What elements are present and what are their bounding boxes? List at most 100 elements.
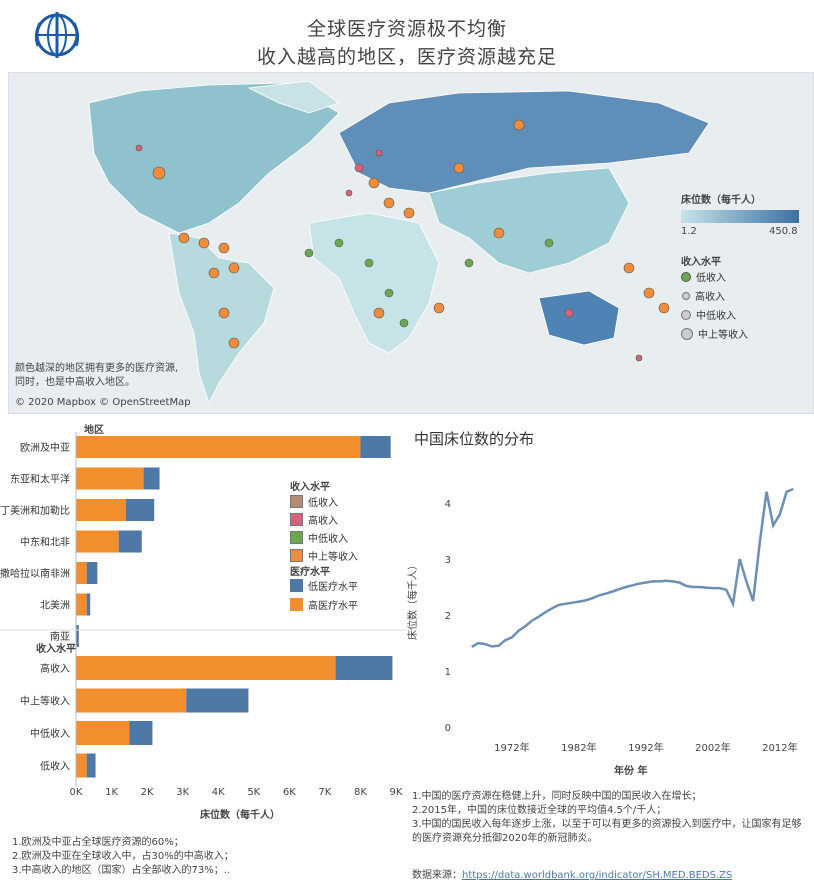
bar-legend-lowmid-income[interactable]: 中低收入 bbox=[290, 530, 358, 545]
europe-russia-region[interactable] bbox=[338, 90, 710, 194]
map-note-line1: 颜色越深的地区拥有更多的医疗资源, bbox=[15, 363, 179, 374]
bar-legend-low-med-label: 低医疗水平 bbox=[308, 582, 358, 593]
map-legend-high[interactable]: 高收入 bbox=[681, 288, 748, 303]
line-y-tick: 0 bbox=[445, 723, 451, 734]
bar-legend-upmid-income-swatch bbox=[290, 549, 303, 562]
africa-region[interactable] bbox=[308, 212, 440, 354]
north-america-region[interactable] bbox=[88, 82, 340, 234]
line-series[interactable] bbox=[471, 487, 794, 648]
bar-legend-high-med[interactable]: 高医疗水平 bbox=[290, 597, 358, 612]
map-attribution[interactable]: © 2020 Mapbox © OpenStreetMap bbox=[15, 397, 191, 408]
bar-segment[interactable] bbox=[125, 499, 155, 521]
bar-legend-medical-title: 医疗水平 bbox=[290, 567, 330, 578]
bar-segment[interactable] bbox=[76, 688, 187, 713]
map-legend-high-dot bbox=[682, 291, 690, 300]
line-x-tick: 2002年 bbox=[695, 741, 730, 754]
bar-legend-income-title: 收入水平 bbox=[290, 482, 330, 493]
line-x-tick: 1982年 bbox=[561, 741, 596, 754]
bar-x-tick: 6K bbox=[283, 787, 296, 798]
source-link[interactable]: https://data.worldbank.org/indicator/SH.… bbox=[462, 870, 733, 881]
bar-segment[interactable] bbox=[76, 753, 87, 778]
notes-right: 1.中国的医疗资源在稳健上升，同时反映中国的国民收入在增长； 2.2015年，中… bbox=[412, 790, 807, 846]
bar-x-tick: 8K bbox=[354, 787, 367, 798]
line-y-axis-title: 床位数（每千人） bbox=[408, 560, 419, 640]
bar-legend-upmid-income-label: 中上等收入 bbox=[308, 552, 358, 563]
world-map-canvas bbox=[88, 80, 710, 405]
bar-segment[interactable] bbox=[86, 562, 98, 584]
bar-legend-high-med-label: 高医疗水平 bbox=[308, 601, 358, 612]
note-right-2: 2.2015年，中国的床位数接近全球的平均值4.5个/千人； bbox=[412, 805, 667, 816]
bar-category-label: 低收入 bbox=[40, 760, 70, 773]
bar-x-tick: 2K bbox=[141, 787, 154, 798]
bar-legend-low-med-swatch bbox=[290, 579, 303, 592]
line-y-tick: 3 bbox=[445, 555, 451, 566]
map-color-ramp bbox=[681, 210, 799, 223]
bar-legend-lowmid-income-label: 中低收入 bbox=[308, 534, 348, 545]
note-right-3: 3.中国的国民收入每年逐步上涨，以至于可以有更多的资源投入到医疗中，让国家有足够… bbox=[412, 819, 802, 844]
line-y-tick: 1 bbox=[445, 667, 451, 678]
bar-category-label: 中低收入 bbox=[30, 727, 70, 740]
bar-segment[interactable] bbox=[143, 467, 160, 490]
australia-region[interactable] bbox=[538, 290, 620, 346]
bar-x-tick: 5K bbox=[247, 787, 260, 798]
map-legend-title: 床位数（每千人） bbox=[681, 195, 761, 206]
line-chart-title: 中国床位数的分布 bbox=[414, 430, 535, 448]
bar-legend-low-income-label: 低收入 bbox=[308, 498, 338, 509]
bar-segment[interactable] bbox=[360, 436, 391, 458]
notes-left: 1.欧洲及中亚占全球医疗资源的60%； 2.欧洲及中亚在全球收入中，占30%的中… bbox=[12, 836, 234, 878]
map-legend-low[interactable]: 低收入 bbox=[681, 269, 748, 284]
note-left-3: 3.中高收入的地区（国家）占全部收入的73%；.. bbox=[12, 865, 231, 876]
bar-category-label: 欧洲及中亚 bbox=[20, 441, 70, 454]
bar-segment[interactable] bbox=[76, 562, 87, 584]
bar-x-tick: 9K bbox=[390, 787, 403, 798]
bar-segment[interactable] bbox=[76, 530, 119, 553]
income-header: 收入水平 bbox=[36, 644, 76, 655]
bar-segment[interactable] bbox=[76, 721, 130, 745]
line-y-tick: 4 bbox=[445, 499, 451, 510]
map-legend-lowmid-dot bbox=[681, 309, 691, 320]
bar-segment[interactable] bbox=[76, 625, 79, 647]
page-title-line1: 全球医疗资源极不均衡 bbox=[306, 18, 507, 40]
bar-category-label: 拉丁美洲和加勒比 bbox=[0, 504, 70, 517]
bar-x-tick: 0K bbox=[70, 787, 83, 798]
asia-region[interactable] bbox=[428, 167, 630, 274]
bar-segment[interactable] bbox=[335, 656, 393, 680]
bar-segment[interactable] bbox=[76, 467, 144, 490]
bar-category-label: 撒哈拉以南非洲 bbox=[0, 567, 70, 580]
south-america-region[interactable] bbox=[168, 232, 275, 405]
note-right-1: 1.中国的医疗资源在稳健上升，同时反映中国的国民收入在增长； bbox=[412, 791, 702, 802]
bar-legend-high-income[interactable]: 高收入 bbox=[290, 512, 358, 527]
bar-segment[interactable] bbox=[129, 721, 153, 745]
bar-chart-area: 欧洲及中亚东亚和太平洋拉丁美洲和加勒比中东和北非撒哈拉以南非洲北美洲南亚高收入中… bbox=[0, 432, 410, 798]
bar-legend-low-income[interactable]: 低收入 bbox=[290, 494, 358, 509]
world-map[interactable]: 床位数（每千人） 1.2 450.8 收入水平 低收入 高收入 中低收入 中上等… bbox=[8, 72, 814, 414]
map-legend-lowmid[interactable]: 中低收入 bbox=[681, 307, 748, 322]
bar-segment[interactable] bbox=[76, 593, 87, 616]
bar-legend-high-med-swatch bbox=[290, 598, 303, 611]
map-legend-lowmid-label: 中低收入 bbox=[696, 311, 736, 322]
bar-x-axis-title: 床位数（每千人） bbox=[200, 810, 280, 821]
bar-category-label: 东亚和太平洋 bbox=[10, 473, 70, 486]
line-x-tick: 2012年 bbox=[762, 741, 797, 754]
map-legend-low-label: 低收入 bbox=[696, 273, 726, 284]
bar-segment[interactable] bbox=[76, 499, 126, 521]
country-markers[interactable] bbox=[135, 119, 670, 362]
line-y-tick: 2 bbox=[445, 611, 451, 622]
bar-legend-upmid-income[interactable]: 中上等收入 bbox=[290, 548, 358, 563]
bar-segment[interactable] bbox=[186, 688, 249, 713]
source-line: 数据来源：https://data.worldbank.org/indicato… bbox=[412, 866, 732, 881]
map-legend-low-dot bbox=[681, 271, 691, 282]
bar-segment[interactable] bbox=[76, 436, 361, 458]
bar-legend-low-med[interactable]: 低医疗水平 bbox=[290, 578, 358, 593]
line-x-tick: 1972年 bbox=[494, 741, 529, 754]
bar-x-tick: 7K bbox=[318, 787, 331, 798]
bar-segment[interactable] bbox=[86, 593, 91, 616]
bar-segment[interactable] bbox=[76, 656, 336, 680]
map-legend-upmid-label: 中上等收入 bbox=[698, 330, 748, 341]
bar-segment[interactable] bbox=[86, 753, 96, 778]
bar-category-label: 中东和北非 bbox=[20, 536, 70, 549]
map-legend-upmid[interactable]: 中上等收入 bbox=[681, 326, 748, 341]
greenland-region[interactable] bbox=[247, 80, 340, 114]
bar-segment[interactable] bbox=[118, 530, 142, 553]
bar-category-label: 北美洲 bbox=[40, 599, 70, 612]
